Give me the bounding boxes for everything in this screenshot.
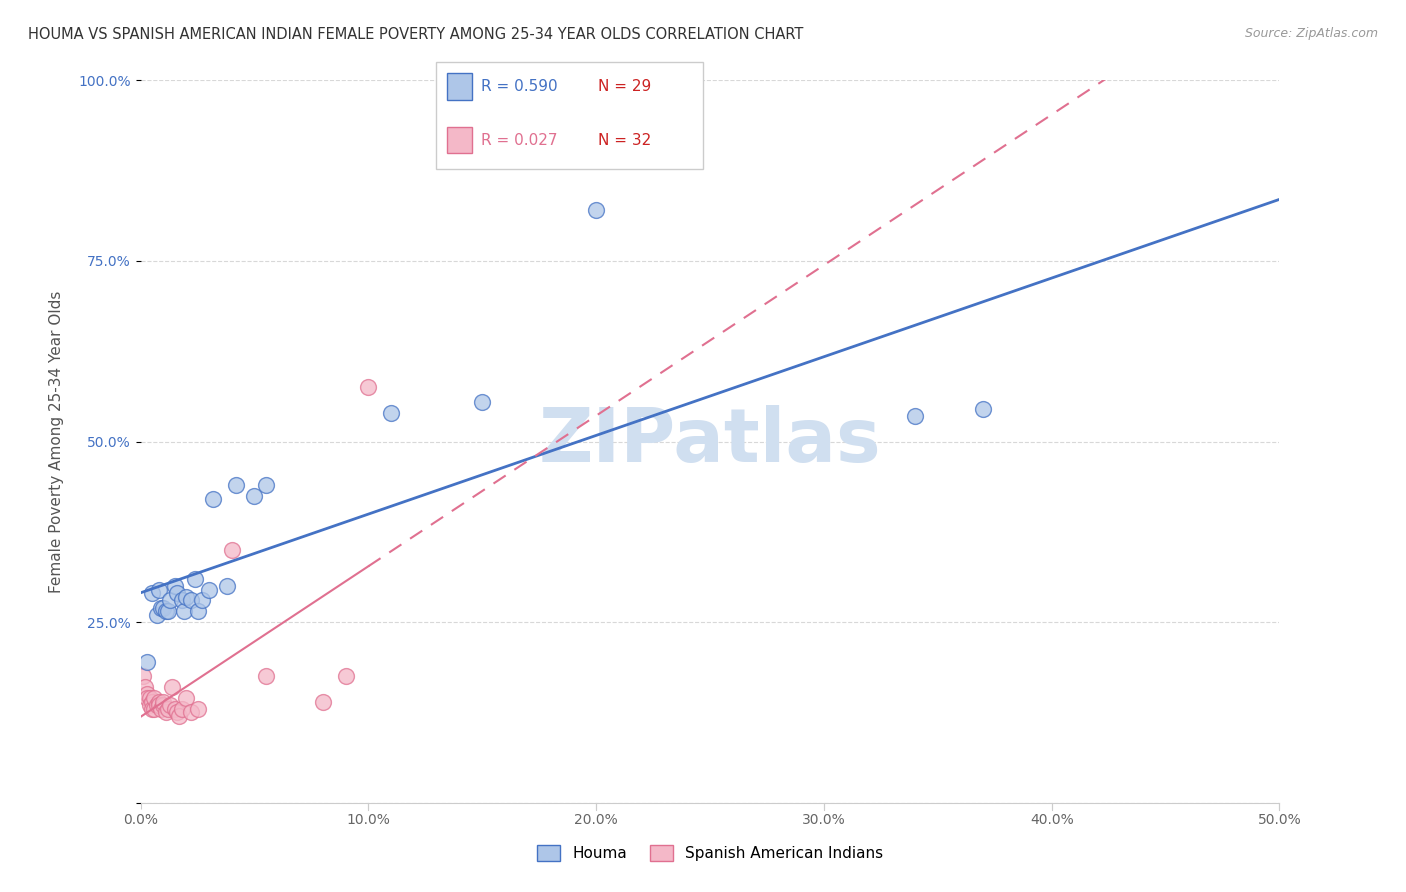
Point <box>136 687 159 701</box>
Point <box>186 604 209 618</box>
Point <box>184 572 207 586</box>
Point <box>904 409 927 424</box>
Point <box>202 492 225 507</box>
Point <box>163 579 186 593</box>
Point <box>152 600 174 615</box>
Point <box>191 593 214 607</box>
Point <box>169 709 191 723</box>
Point <box>198 582 221 597</box>
Point <box>148 698 170 713</box>
Text: R = 0.027: R = 0.027 <box>481 133 557 147</box>
Point <box>136 655 159 669</box>
Point <box>335 669 357 683</box>
Point <box>180 706 202 720</box>
Point <box>141 586 163 600</box>
Point <box>155 706 177 720</box>
Point <box>141 695 163 709</box>
Point <box>162 680 184 694</box>
Point <box>174 691 197 706</box>
Point <box>143 691 166 706</box>
Point <box>166 706 188 720</box>
Point <box>148 582 170 597</box>
Point <box>134 680 156 694</box>
Point <box>312 695 335 709</box>
Point <box>150 600 173 615</box>
Point <box>145 698 167 713</box>
Point <box>138 698 160 713</box>
Point <box>585 203 607 218</box>
Point <box>357 380 380 394</box>
Point <box>170 702 193 716</box>
Point <box>180 593 202 607</box>
Point <box>155 604 177 618</box>
Point <box>254 478 277 492</box>
Point <box>152 695 174 709</box>
Point <box>163 702 186 716</box>
Point <box>159 698 181 713</box>
Point <box>186 702 209 716</box>
Point <box>156 604 179 618</box>
Point <box>166 586 188 600</box>
Y-axis label: Female Poverty Among 25-34 Year Olds: Female Poverty Among 25-34 Year Olds <box>49 291 65 592</box>
Point <box>143 702 166 716</box>
Point <box>243 489 266 503</box>
Point <box>380 406 402 420</box>
Text: Source: ZipAtlas.com: Source: ZipAtlas.com <box>1244 27 1378 40</box>
Point <box>225 478 247 492</box>
Point <box>148 695 170 709</box>
Point <box>217 579 239 593</box>
Point <box>170 593 193 607</box>
Text: N = 32: N = 32 <box>598 133 651 147</box>
Text: HOUMA VS SPANISH AMERICAN INDIAN FEMALE POVERTY AMONG 25-34 YEAR OLDS CORRELATIO: HOUMA VS SPANISH AMERICAN INDIAN FEMALE … <box>28 27 803 42</box>
Point <box>150 702 173 716</box>
Point <box>254 669 277 683</box>
Point <box>132 669 155 683</box>
Point <box>141 702 163 716</box>
Legend: Houma, Spanish American Indians: Houma, Spanish American Indians <box>531 839 889 867</box>
Point <box>173 604 195 618</box>
Point <box>136 691 159 706</box>
Point <box>174 590 197 604</box>
Point <box>972 402 994 417</box>
Point <box>156 702 179 716</box>
Point <box>221 542 243 557</box>
Point <box>159 593 181 607</box>
Text: N = 29: N = 29 <box>598 79 651 94</box>
Point <box>145 607 167 622</box>
Text: ZIPatlas: ZIPatlas <box>538 405 882 478</box>
Point <box>138 691 160 706</box>
Text: R = 0.590: R = 0.590 <box>481 79 557 94</box>
Point <box>471 394 494 409</box>
Point <box>152 698 174 713</box>
